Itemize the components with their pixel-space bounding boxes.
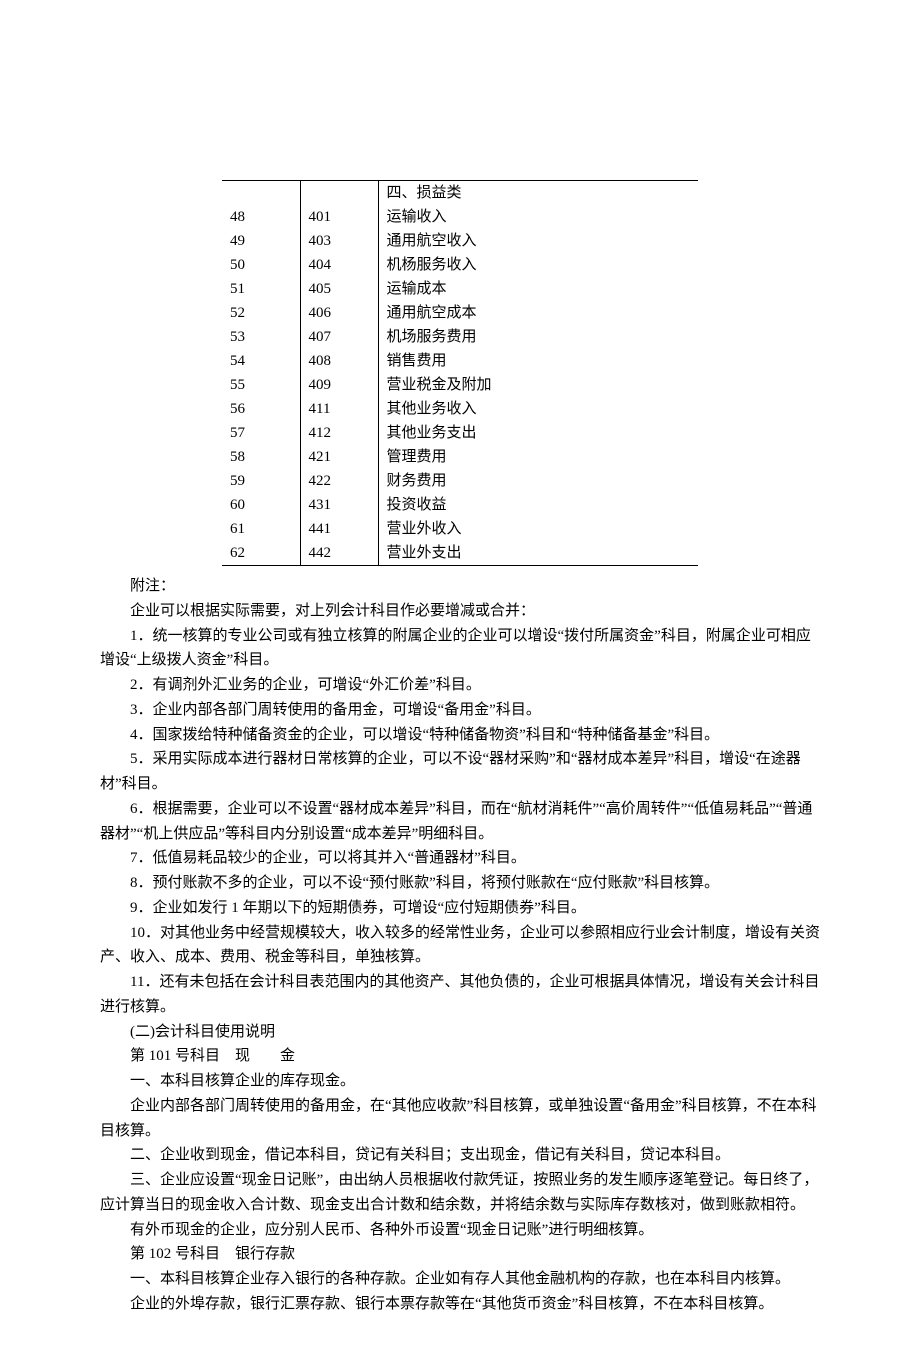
paragraph: 一、本科目核算企业存入银行的各种存款。企业如有存人其他金融机构的存款，也在本科目… xyxy=(100,1267,820,1292)
name-cell: 通用航空收入 xyxy=(378,229,698,253)
name-cell: 运输成本 xyxy=(378,277,698,301)
table-row: 52406通用航空成本 xyxy=(222,301,698,325)
code-cell: 422 xyxy=(300,469,378,493)
code-cell: 442 xyxy=(300,541,378,566)
document-body: 附注：企业可以根据实际需要，对上列会计科目作必要增减或合并：1．统一核算的专业公… xyxy=(100,574,820,1317)
table-row: 49403通用航空收入 xyxy=(222,229,698,253)
name-cell: 财务费用 xyxy=(378,469,698,493)
paragraph: 企业的外埠存款，银行汇票存款、银行本票存款等在“其他货币资金”科目核算，不在本科… xyxy=(100,1292,820,1317)
table-row: 48401运输收入 xyxy=(222,205,698,229)
seq-cell: 48 xyxy=(222,205,300,229)
code-cell: 431 xyxy=(300,493,378,517)
seq-cell: 50 xyxy=(222,253,300,277)
table-row: 56411其他业务收入 xyxy=(222,397,698,421)
name-cell: 其他业务收入 xyxy=(378,397,698,421)
name-cell: 营业外支出 xyxy=(378,541,698,566)
paragraph: 6．根据需要，企业可以不设置“器材成本差异”科目，而在“航材消耗件”“高价周转件… xyxy=(100,797,820,847)
code-cell: 405 xyxy=(300,277,378,301)
code-cell: 406 xyxy=(300,301,378,325)
paragraph: 企业可以根据实际需要，对上列会计科目作必要增减或合并： xyxy=(100,599,820,624)
seq-cell: 59 xyxy=(222,469,300,493)
code-cell: 441 xyxy=(300,517,378,541)
account-table: 四、损益类48401运输收入49403通用航空收入50404机杨服务收入5140… xyxy=(222,180,698,566)
name-cell: 通用航空成本 xyxy=(378,301,698,325)
table-row: 57412其他业务支出 xyxy=(222,421,698,445)
code-cell: 403 xyxy=(300,229,378,253)
seq-cell: 57 xyxy=(222,421,300,445)
paragraph: 3．企业内部各部门周转使用的备用金，可增设“备用金”科目。 xyxy=(100,698,820,723)
paragraph: 9．企业如发行 1 年期以下的短期债券，可增设“应付短期债券”科目。 xyxy=(100,896,820,921)
seq-cell: 54 xyxy=(222,349,300,373)
paragraph: 4．国家拨给特种储备资金的企业，可以增设“特种储备物资”科目和“特种储备基金”科… xyxy=(100,723,820,748)
paragraph: 11．还有未包括在会计科目表范围内的其他资产、其他负债的，企业可根据具体情况，增… xyxy=(100,970,820,1020)
seq-cell: 51 xyxy=(222,277,300,301)
seq-cell: 62 xyxy=(222,541,300,566)
table-row: 58421管理费用 xyxy=(222,445,698,469)
table-row: 55409营业税金及附加 xyxy=(222,373,698,397)
paragraph: 附注： xyxy=(100,574,820,599)
name-cell: 销售费用 xyxy=(378,349,698,373)
paragraph: 1．统一核算的专业公司或有独立核算的附属企业的企业可以增设“拨付所属资金”科目，… xyxy=(100,624,820,674)
code-cell: 412 xyxy=(300,421,378,445)
paragraph: 7．低值易耗品较少的企业，可以将其并入“普通器材”科目。 xyxy=(100,846,820,871)
name-cell: 其他业务支出 xyxy=(378,421,698,445)
table-row: 50404机杨服务收入 xyxy=(222,253,698,277)
table-row: 61441营业外收入 xyxy=(222,517,698,541)
seq-cell: 56 xyxy=(222,397,300,421)
seq-cell: 53 xyxy=(222,325,300,349)
table-row: 59422财务费用 xyxy=(222,469,698,493)
code-cell: 407 xyxy=(300,325,378,349)
table-row: 51405运输成本 xyxy=(222,277,698,301)
name-cell: 投资收益 xyxy=(378,493,698,517)
table-header-cell xyxy=(222,181,300,206)
code-cell: 409 xyxy=(300,373,378,397)
seq-cell: 58 xyxy=(222,445,300,469)
paragraph: 第 101 号科目 现 金 xyxy=(100,1044,820,1069)
seq-cell: 55 xyxy=(222,373,300,397)
paragraph: 2．有调剂外汇业务的企业，可增设“外汇价差”科目。 xyxy=(100,673,820,698)
paragraph: 8．预付账款不多的企业，可以不设“预付账款”科目，将预付账款在“应付账款”科目核… xyxy=(100,871,820,896)
paragraph: 企业内部各部门周转使用的备用金，在“其他应收款”科目核算，或单独设置“备用金”科… xyxy=(100,1094,820,1144)
paragraph: 二、企业收到现金，借记本科目，贷记有关科目；支出现金，借记有关科目，贷记本科目。 xyxy=(100,1143,820,1168)
name-cell: 机杨服务收入 xyxy=(378,253,698,277)
table-row: 54408销售费用 xyxy=(222,349,698,373)
code-cell: 404 xyxy=(300,253,378,277)
table-row: 53407机场服务费用 xyxy=(222,325,698,349)
name-cell: 运输收入 xyxy=(378,205,698,229)
name-cell: 管理费用 xyxy=(378,445,698,469)
table-row: 60431投资收益 xyxy=(222,493,698,517)
paragraph: 一、本科目核算企业的库存现金。 xyxy=(100,1069,820,1094)
seq-cell: 60 xyxy=(222,493,300,517)
code-cell: 408 xyxy=(300,349,378,373)
paragraph: 有外币现金的企业，应分别人民币、各种外币设置“现金日记账”进行明细核算。 xyxy=(100,1218,820,1243)
paragraph: (二)会计科目使用说明 xyxy=(100,1020,820,1045)
name-cell: 营业外收入 xyxy=(378,517,698,541)
seq-cell: 61 xyxy=(222,517,300,541)
code-cell: 411 xyxy=(300,397,378,421)
name-cell: 机场服务费用 xyxy=(378,325,698,349)
table-header-cell xyxy=(300,181,378,206)
paragraph: 第 102 号科目 银行存款 xyxy=(100,1242,820,1267)
code-cell: 401 xyxy=(300,205,378,229)
table-header-cell: 四、损益类 xyxy=(378,181,698,206)
paragraph: 5．采用实际成本进行器材日常核算的企业，可以不设“器材采购”和“器材成本差异”科… xyxy=(100,747,820,797)
code-cell: 421 xyxy=(300,445,378,469)
seq-cell: 52 xyxy=(222,301,300,325)
name-cell: 营业税金及附加 xyxy=(378,373,698,397)
account-table-container: 四、损益类48401运输收入49403通用航空收入50404机杨服务收入5140… xyxy=(100,180,820,566)
paragraph: 10．对其他业务中经营规模较大，收入较多的经常性业务，企业可以参照相应行业会计制… xyxy=(100,921,820,971)
seq-cell: 49 xyxy=(222,229,300,253)
table-header-row: 四、损益类 xyxy=(222,181,698,206)
table-row: 62442营业外支出 xyxy=(222,541,698,566)
paragraph: 三、企业应设置“现金日记账”，由出纳人员根据收付款凭证，按照业务的发生顺序逐笔登… xyxy=(100,1168,820,1218)
